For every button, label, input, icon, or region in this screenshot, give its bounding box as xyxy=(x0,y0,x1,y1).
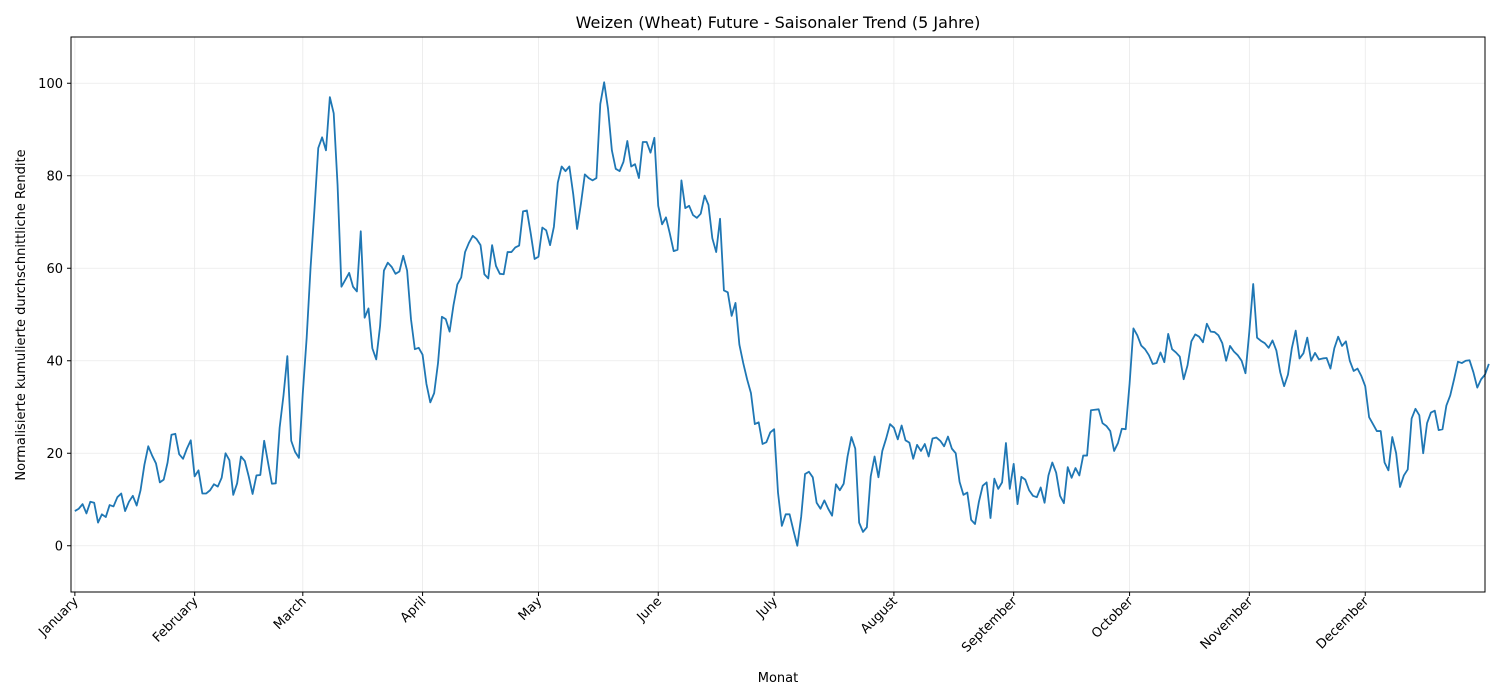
series-line xyxy=(74,81,1490,547)
y-tick-label: 80 xyxy=(46,169,63,184)
x-axis-label: Monat xyxy=(758,671,798,686)
x-axis: January February March April May June July Augu… xyxy=(36,592,1373,656)
x-tick-label: January xyxy=(36,594,82,640)
x-tick-label: December xyxy=(1314,594,1373,653)
y-tick-label: 100 xyxy=(38,77,63,92)
x-tick-label: February xyxy=(150,594,202,646)
x-tick-label: May xyxy=(516,594,546,624)
x-tick-label: October xyxy=(1089,594,1137,642)
y-tick-label: 40 xyxy=(46,354,63,369)
y-tick-label: 60 xyxy=(46,262,63,277)
x-tick-label: March xyxy=(271,594,310,633)
y-axis-label: Normalisierte kumulierte durchschnittlic… xyxy=(14,149,29,480)
x-tick-label: August xyxy=(858,594,901,637)
x-tick-label: April xyxy=(398,594,430,626)
y-tick-label: 20 xyxy=(46,447,63,462)
y-tick-label: 0 xyxy=(55,539,63,554)
chart-title: Weizen (Wheat) Future - Saisonaler Trend… xyxy=(576,13,981,32)
y-axis: 0 20 40 60 80 100 xyxy=(38,77,71,554)
x-tick-label: July xyxy=(753,594,781,622)
x-tick-label: September xyxy=(959,594,1021,656)
plot-frame xyxy=(70,36,1486,593)
x-tick-label: November xyxy=(1198,594,1257,653)
grid xyxy=(71,37,1485,592)
x-tick-label: June xyxy=(634,594,665,625)
